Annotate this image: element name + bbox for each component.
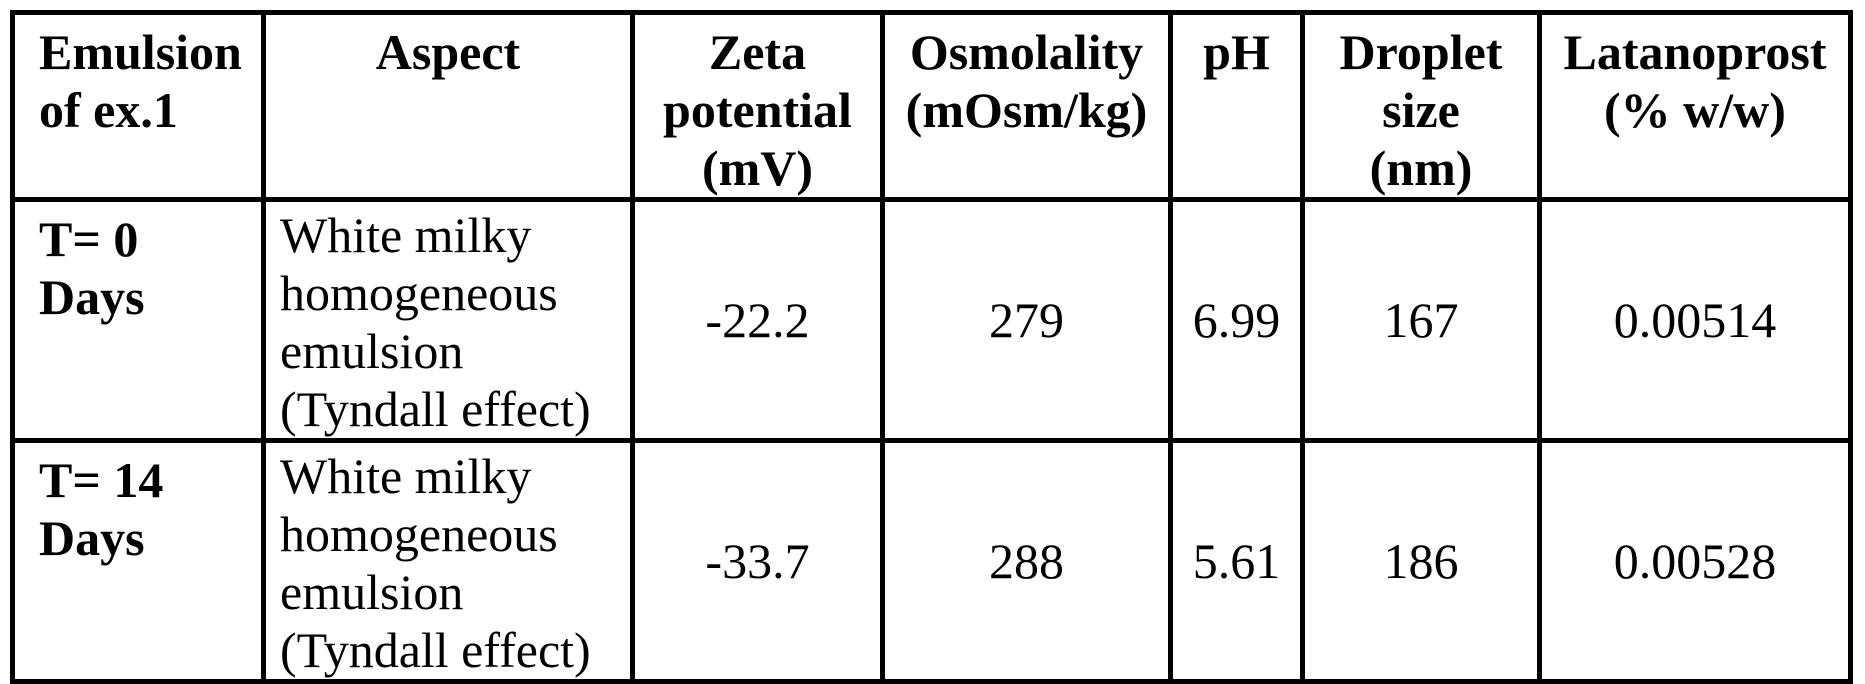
header-aspect: Aspect — [261, 10, 635, 202]
table-row-t0-days: T= 0 Days White milky homogeneous emulsi… — [10, 197, 1853, 443]
header-osmolality: Osmolality (mOsm/kg) — [880, 10, 1173, 202]
header-row: Emulsion of ex.1 Aspect Zeta potential (… — [10, 10, 1853, 202]
row-label-t0-days: T= 0 Days — [10, 197, 266, 443]
aspect-cell: White milky homogeneous emulsion (Tyndal… — [261, 197, 635, 443]
header-latanoprost: Latanoprost (% w/w) — [1537, 10, 1853, 202]
table-row-t14-days: T= 14 Days White milky homogeneous emuls… — [10, 438, 1853, 684]
emulsion-stability-table: Emulsion of ex.1 Aspect Zeta potential (… — [10, 10, 1853, 684]
header-ph: pH — [1168, 10, 1305, 202]
osmolality-cell: 288 — [880, 438, 1173, 684]
ph-cell: 5.61 — [1168, 438, 1305, 684]
row-label-t14-days: T= 14 Days — [10, 438, 266, 684]
droplet-size-cell: 167 — [1300, 197, 1542, 443]
latanoprost-cell: 0.00514 — [1537, 197, 1853, 443]
header-droplet-size: Droplet size (nm) — [1300, 10, 1542, 202]
aspect-cell: White milky homogeneous emulsion (Tyndal… — [261, 438, 635, 684]
droplet-size-cell: 186 — [1300, 438, 1542, 684]
zeta-potential-cell: -33.7 — [630, 438, 885, 684]
zeta-potential-cell: -22.2 — [630, 197, 885, 443]
osmolality-cell: 279 — [880, 197, 1173, 443]
latanoprost-cell: 0.00528 — [1537, 438, 1853, 684]
ph-cell: 6.99 — [1168, 197, 1305, 443]
header-zeta-potential: Zeta potential (mV) — [630, 10, 885, 202]
header-emulsion-of-ex1: Emulsion of ex.1 — [10, 10, 266, 202]
